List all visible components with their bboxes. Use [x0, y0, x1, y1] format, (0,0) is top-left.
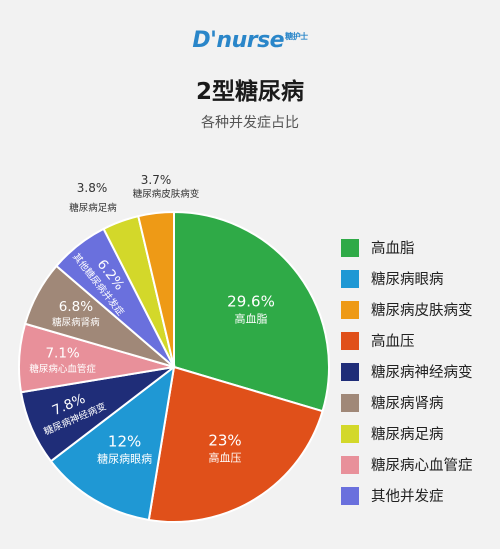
- legend-item-1: 糖尿病眼病: [341, 263, 473, 294]
- slice-value-label-0: 29.6%: [227, 293, 275, 311]
- logo-subtext: 糖护士: [285, 31, 308, 41]
- slice-name-label-7: 糖尿病足病: [69, 202, 117, 214]
- pie-slice-1: [147, 365, 324, 523]
- legend-label: 糖尿病神经病变: [371, 365, 473, 381]
- legend-label: 高血压: [371, 334, 415, 350]
- slice-value-label-2: 12%: [108, 432, 141, 450]
- chart-title: 2型糖尿病: [195, 79, 304, 105]
- slice-label-group-4: 7.1% 糖尿病心血管症: [29, 345, 96, 375]
- slice-name-label-0: 高血脂: [235, 312, 268, 326]
- legend-label: 糖尿病眼病: [371, 272, 444, 288]
- legend-item-0: 高血脂: [341, 232, 473, 263]
- slice-label-group-2: 12%糖尿病眼病: [97, 432, 152, 465]
- slice-label-group-5: 6.8%糖尿病肾病: [52, 299, 100, 329]
- slice-name-label-2: 糖尿病眼病: [97, 451, 152, 465]
- slice-name-label-5: 糖尿病肾病: [52, 316, 100, 328]
- chart-legend: 高血脂糖尿病眼病糖尿病皮肤病变 高血压糖尿病神经病变 糖尿病肾病糖尿病足病糖尿病心血…: [341, 232, 473, 511]
- slice-name-label-4: 糖尿病心血管症: [29, 363, 96, 375]
- pie-slice-2: [49, 364, 176, 522]
- legend-label: 高血脂: [371, 241, 415, 257]
- legend-swatch: [341, 455, 359, 474]
- slice-value-label-1: 23%: [208, 432, 241, 450]
- legend-label: 其他并发症: [371, 489, 444, 505]
- slice-label-group-1: 23%高血压: [208, 432, 241, 465]
- legend-item-5: 糖尿病肾病: [341, 387, 473, 418]
- logo-text: D'nurse: [192, 28, 285, 53]
- brand-logo: D'nurse糖护士: [0, 28, 500, 53]
- pie-slice-8: [137, 210, 175, 368]
- chart-subtitle: 各种并发症占比: [201, 115, 299, 131]
- legend-item-4: 糖尿病神经病变: [341, 356, 473, 387]
- slice-label-group-0: 29.6%高血脂: [227, 293, 275, 326]
- legend-item-3: 高血压: [341, 325, 473, 356]
- slice-value-label-7: 3.8%: [77, 181, 108, 195]
- legend-label: 糖尿病心血管症: [371, 458, 473, 474]
- pie-slice-0: [173, 210, 330, 413]
- legend-swatch: [341, 393, 359, 412]
- legend-label: 糖尿病肾病: [371, 396, 444, 412]
- slice-value-label-4: 7.1%: [45, 345, 79, 361]
- legend-swatch: [341, 269, 359, 288]
- legend-swatch: [341, 331, 359, 350]
- legend-swatch: [341, 486, 359, 505]
- slice-value-label-8: 3.7%: [141, 173, 172, 187]
- legend-label: 糖尿病足病: [371, 427, 444, 443]
- legend-item-6: 糖尿病足病: [341, 418, 473, 449]
- slice-name-label-8: 糖尿病皮肤病变: [133, 188, 200, 200]
- slice-value-label-5: 6.8%: [59, 299, 93, 315]
- legend-swatch: [341, 424, 359, 443]
- legend-item-8: 其他并发症: [341, 480, 473, 511]
- legend-swatch: [341, 238, 359, 257]
- slice-name-label-1: 高血压: [209, 451, 242, 465]
- legend-swatch: [341, 300, 359, 319]
- legend-swatch: [341, 362, 359, 381]
- legend-item-2: 糖尿病皮肤病变: [341, 294, 473, 325]
- legend-label: 糖尿病皮肤病变: [371, 303, 473, 319]
- legend-item-7: 糖尿病心血管症: [341, 449, 473, 480]
